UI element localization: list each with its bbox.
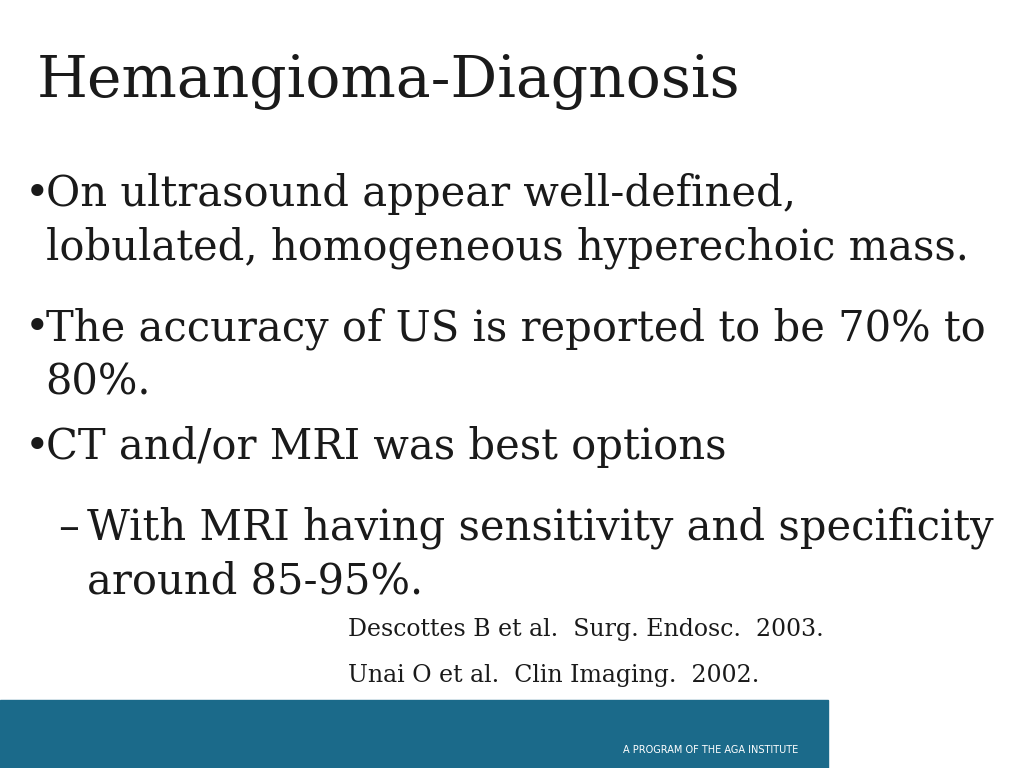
- Text: CT and/or MRI was best options: CT and/or MRI was best options: [45, 426, 726, 468]
- Text: –: –: [58, 507, 79, 549]
- Text: Descottes B et al.  Surg. Endosc.  2003.: Descottes B et al. Surg. Endosc. 2003.: [347, 618, 823, 641]
- Text: •: •: [25, 173, 49, 215]
- Text: Hemangioma-Diagnosis: Hemangioma-Diagnosis: [37, 54, 741, 110]
- Text: •: •: [25, 426, 49, 468]
- Text: On ultrasound appear well-defined,
lobulated, homogeneous hyperechoic mass.: On ultrasound appear well-defined, lobul…: [45, 173, 969, 269]
- Text: Unai O et al.  Clin Imaging.  2002.: Unai O et al. Clin Imaging. 2002.: [347, 664, 759, 687]
- Text: The accuracy of US is reported to be 70% to
80%.: The accuracy of US is reported to be 70%…: [45, 307, 985, 403]
- Bar: [0, 700, 827, 768]
- Text: A PROGRAM OF THE AGA INSTITUTE: A PROGRAM OF THE AGA INSTITUTE: [624, 745, 799, 755]
- Text: •: •: [25, 307, 49, 349]
- Text: With MRI having sensitivity and specificity
around 85-95%.: With MRI having sensitivity and specific…: [87, 507, 993, 603]
